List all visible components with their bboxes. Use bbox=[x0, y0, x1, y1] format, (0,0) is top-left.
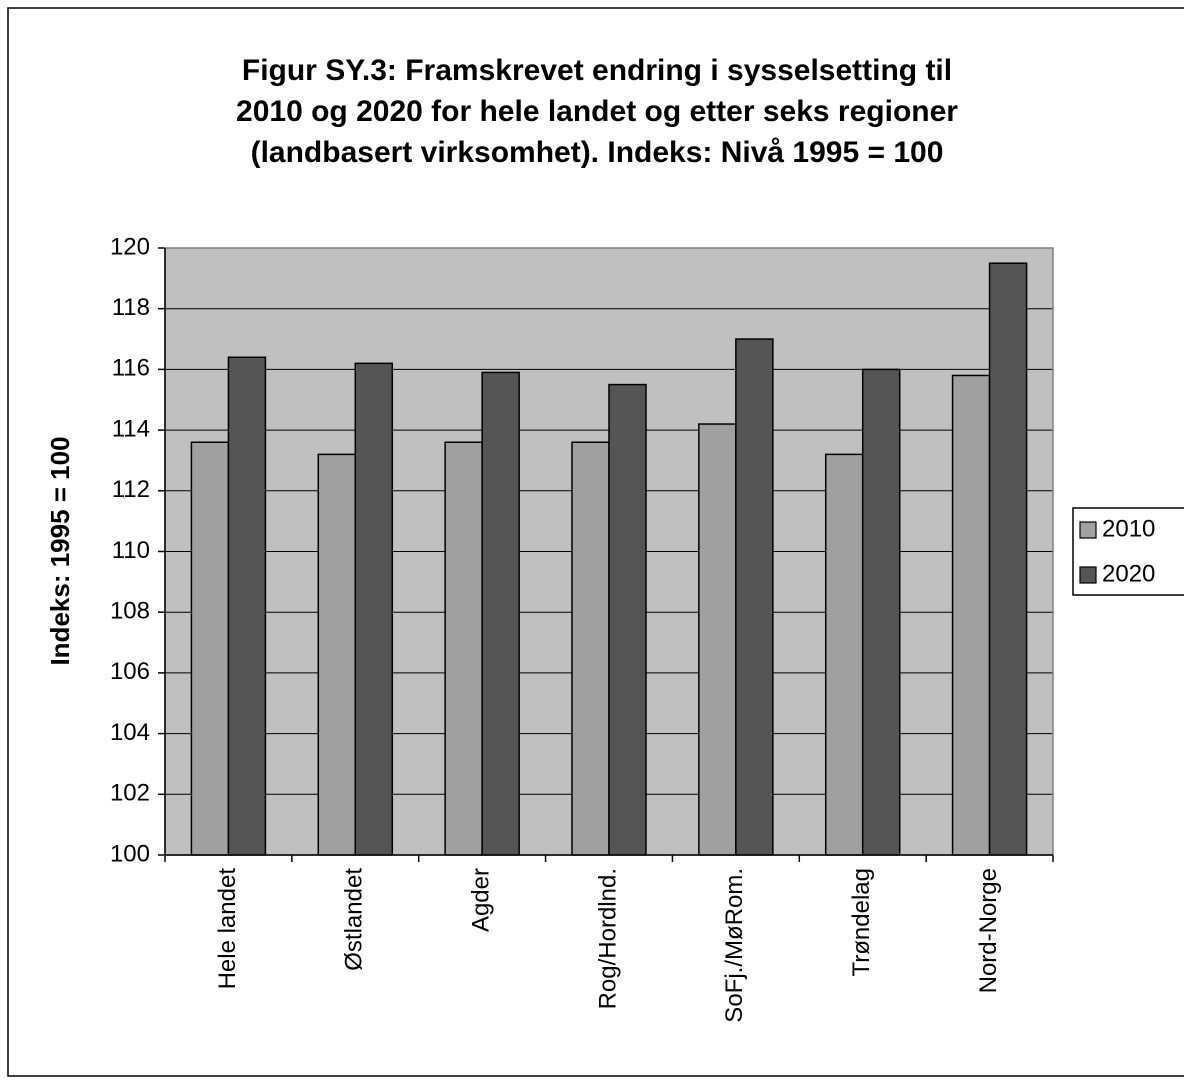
bar bbox=[317, 453, 357, 856]
bar bbox=[735, 338, 774, 856]
y-tick-label: 110 bbox=[112, 537, 150, 564]
x-tick-label: Rog/Hordlnd. bbox=[594, 868, 621, 1009]
legend-swatch bbox=[1079, 521, 1097, 539]
x-tick-label: Østlandet bbox=[341, 868, 368, 971]
chart-title: (landbasert virksomhet). Indeks: Nivå 19… bbox=[251, 136, 944, 169]
bar bbox=[190, 441, 230, 856]
x-tick-label: Trøndelag bbox=[848, 868, 875, 977]
y-axis-label: Indeks: 1995 = 100 bbox=[45, 436, 75, 665]
bar bbox=[481, 371, 520, 856]
bar bbox=[988, 262, 1028, 856]
bar bbox=[227, 356, 267, 856]
bar bbox=[951, 374, 991, 856]
y-tick-label: 116 bbox=[112, 355, 150, 382]
y-tick-label: 120 bbox=[110, 233, 150, 260]
y-tick-label: 106 bbox=[110, 658, 150, 685]
bar bbox=[608, 383, 647, 856]
bar bbox=[354, 362, 394, 856]
bar bbox=[861, 368, 901, 856]
y-tick-label: 108 bbox=[110, 598, 150, 625]
y-tick-label: 118 bbox=[112, 294, 150, 321]
chart-title: 2010 og 2020 for hele landet og etter se… bbox=[236, 95, 958, 128]
bar bbox=[571, 441, 610, 856]
y-tick-label: 102 bbox=[110, 780, 150, 807]
x-tick-label: Nord-Norge bbox=[975, 868, 1002, 993]
y-tick-label: 104 bbox=[110, 719, 150, 746]
legend-label: 2010 bbox=[1102, 515, 1155, 542]
y-tick-label: 100 bbox=[110, 840, 150, 867]
bar bbox=[698, 423, 737, 856]
bar bbox=[824, 453, 864, 856]
y-tick-label: 114 bbox=[112, 415, 150, 442]
legend-label: 2020 bbox=[1102, 560, 1155, 587]
x-tick-label: Hele landet bbox=[214, 868, 241, 990]
chart-title: Figur SY.3: Framskrevet endring i syssel… bbox=[242, 54, 952, 87]
x-tick-label: SoFj./MøRom. bbox=[721, 868, 748, 1023]
y-tick-label: 112 bbox=[112, 476, 150, 503]
legend-swatch bbox=[1079, 566, 1097, 584]
bar bbox=[444, 441, 483, 856]
x-tick-label: Agder bbox=[467, 868, 494, 932]
